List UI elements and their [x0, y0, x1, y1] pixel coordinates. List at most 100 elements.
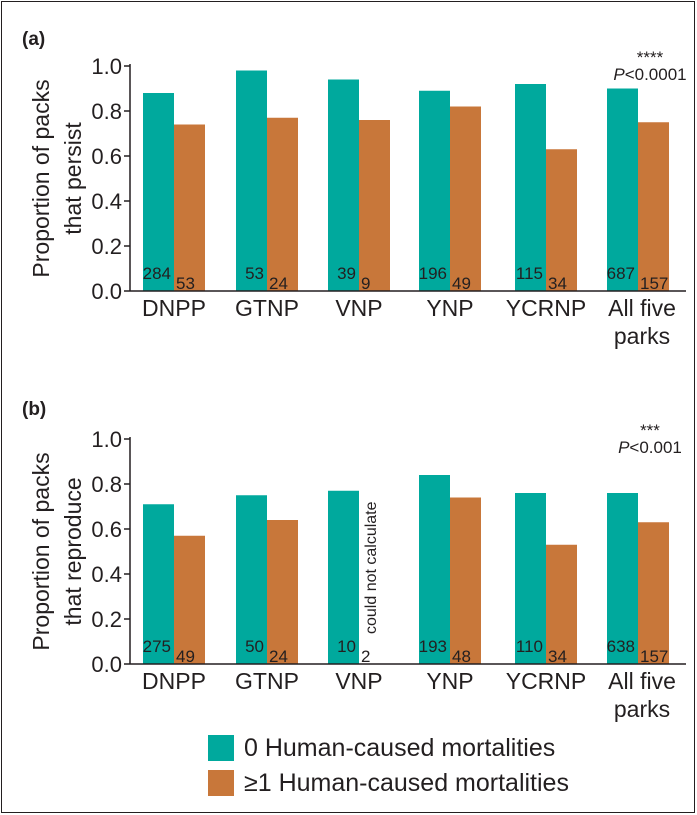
y-tick-label: 0.2 [91, 234, 122, 259]
count-label-zero: 638 [607, 637, 635, 656]
y-tick-label: 0.8 [91, 99, 122, 124]
category-label: YNP [426, 668, 473, 694]
bar-zero [607, 88, 638, 291]
count-label-zero: 39 [337, 264, 356, 283]
y-tick-label: 0.6 [91, 144, 122, 169]
bar-zero [328, 490, 359, 664]
legend-item-one-plus: ≥1 Human-caused mortalities [208, 770, 569, 796]
bar-zero [328, 79, 359, 291]
category-label-line: parks [614, 323, 670, 349]
bar-one-plus [546, 149, 577, 291]
count-label-zero: 193 [419, 637, 447, 656]
category-label: GTNP [235, 668, 299, 694]
category-label-line: All five [608, 295, 676, 321]
category-label: VNP [335, 668, 382, 694]
y-axis-label: Proportion of packs that persist [28, 79, 86, 277]
category-label-line: YCRNP [506, 295, 587, 321]
legend-swatch-one-plus [208, 770, 234, 796]
bar-zero [515, 84, 546, 291]
y-tick-label: 0.0 [91, 652, 122, 677]
bar-zero [419, 475, 450, 664]
y-tick-label: 1.0 [91, 54, 122, 79]
bar-zero [515, 493, 546, 664]
p-value-letter: P [613, 65, 625, 84]
count-label-one-plus: 48 [452, 647, 471, 666]
count-label-one-plus: 49 [176, 647, 195, 666]
category-label-line: YNP [426, 295, 473, 321]
chart-persist: (a)Proportion of packs that persist0.00.2… [22, 29, 687, 349]
category-label: All five parks [608, 668, 676, 722]
bar-zero [419, 90, 450, 291]
category-label: DNPP [142, 668, 206, 694]
bar-one-plus [174, 124, 205, 291]
y-axis-label-line: Proportion of packs [28, 452, 54, 650]
legend-item-zero: 0 Human-caused mortalities [208, 735, 555, 761]
significance-stars: *** [640, 421, 660, 440]
count-label-zero: 196 [419, 264, 447, 283]
count-label-one-plus: 24 [269, 274, 288, 293]
category-label: All five parks [608, 295, 676, 349]
bar-zero [236, 70, 267, 291]
y-axis-label: Proportion of packs that reproduce [28, 452, 86, 650]
count-label-one-plus: 157 [640, 647, 668, 666]
y-axis-label-line: that persist [60, 122, 86, 235]
y-tick-label: 0.4 [91, 189, 122, 214]
count-label-one-plus: 53 [176, 274, 195, 293]
category-label-line: GTNP [235, 668, 299, 694]
p-value-rest: <0.001 [629, 438, 681, 457]
category-label-line: DNPP [142, 668, 206, 694]
count-label-one-plus: 24 [269, 647, 288, 666]
legend-label-one-plus: ≥1 Human-caused mortalities [244, 768, 569, 797]
significance-stars: **** [637, 48, 664, 67]
count-label-zero: 10 [337, 637, 356, 656]
category-label-line: YCRNP [506, 668, 587, 694]
category-label-line: All five [608, 668, 676, 694]
y-tick-label: 0.4 [91, 562, 122, 587]
count-label-zero: 284 [143, 264, 171, 283]
p-value: P<0.0001 [613, 65, 686, 84]
p-value: P<0.001 [618, 438, 682, 457]
count-label-one-plus: 157 [640, 274, 668, 293]
annotation-could-not-calculate: could not calculate [363, 501, 380, 634]
bar-one-plus [546, 544, 577, 664]
p-value-rest: <0.0001 [625, 65, 687, 84]
count-label-one-plus: 49 [452, 274, 471, 293]
count-label-one-plus: 9 [361, 274, 370, 293]
category-label-line: VNP [335, 295, 382, 321]
category-label-line: GTNP [235, 295, 299, 321]
y-tick-label: 0.8 [91, 472, 122, 497]
count-label-one-plus: 34 [548, 647, 567, 666]
category-label-line: VNP [335, 668, 382, 694]
chart-reproduce: (b)Proportion of packs that reproduce0.00… [22, 399, 686, 722]
bar-zero [143, 93, 174, 291]
category-label: YNP [426, 295, 473, 321]
category-label: YCRNP [506, 295, 587, 321]
bar-one-plus [450, 497, 481, 664]
bar-one-plus [174, 535, 205, 664]
bar-one-plus [359, 120, 390, 291]
y-tick-label: 0.6 [91, 517, 122, 542]
category-label: YCRNP [506, 668, 587, 694]
count-label-one-plus: 34 [548, 274, 567, 293]
panel-label: (b) [22, 399, 46, 420]
category-label: VNP [335, 295, 382, 321]
legend-swatch-zero [208, 735, 234, 761]
bar-zero [607, 493, 638, 664]
p-value-letter: P [618, 438, 630, 457]
y-tick-label: 0.2 [91, 607, 122, 632]
bar-one-plus [638, 122, 669, 291]
count-label-zero: 115 [516, 264, 543, 283]
legend-label-zero: 0 Human-caused mortalities [244, 733, 556, 762]
y-axis-label-line: that reproduce [60, 477, 86, 625]
bar-one-plus [267, 520, 298, 664]
category-label-line: parks [614, 696, 670, 722]
category-label: DNPP [142, 295, 206, 321]
y-tick-label: 0.0 [91, 279, 122, 304]
category-label-line: DNPP [142, 295, 206, 321]
y-tick-label: 1.0 [91, 427, 122, 452]
category-label: GTNP [235, 295, 299, 321]
bar-one-plus [638, 522, 669, 664]
count-label-zero: 50 [245, 637, 264, 656]
category-label-line: YNP [426, 668, 473, 694]
